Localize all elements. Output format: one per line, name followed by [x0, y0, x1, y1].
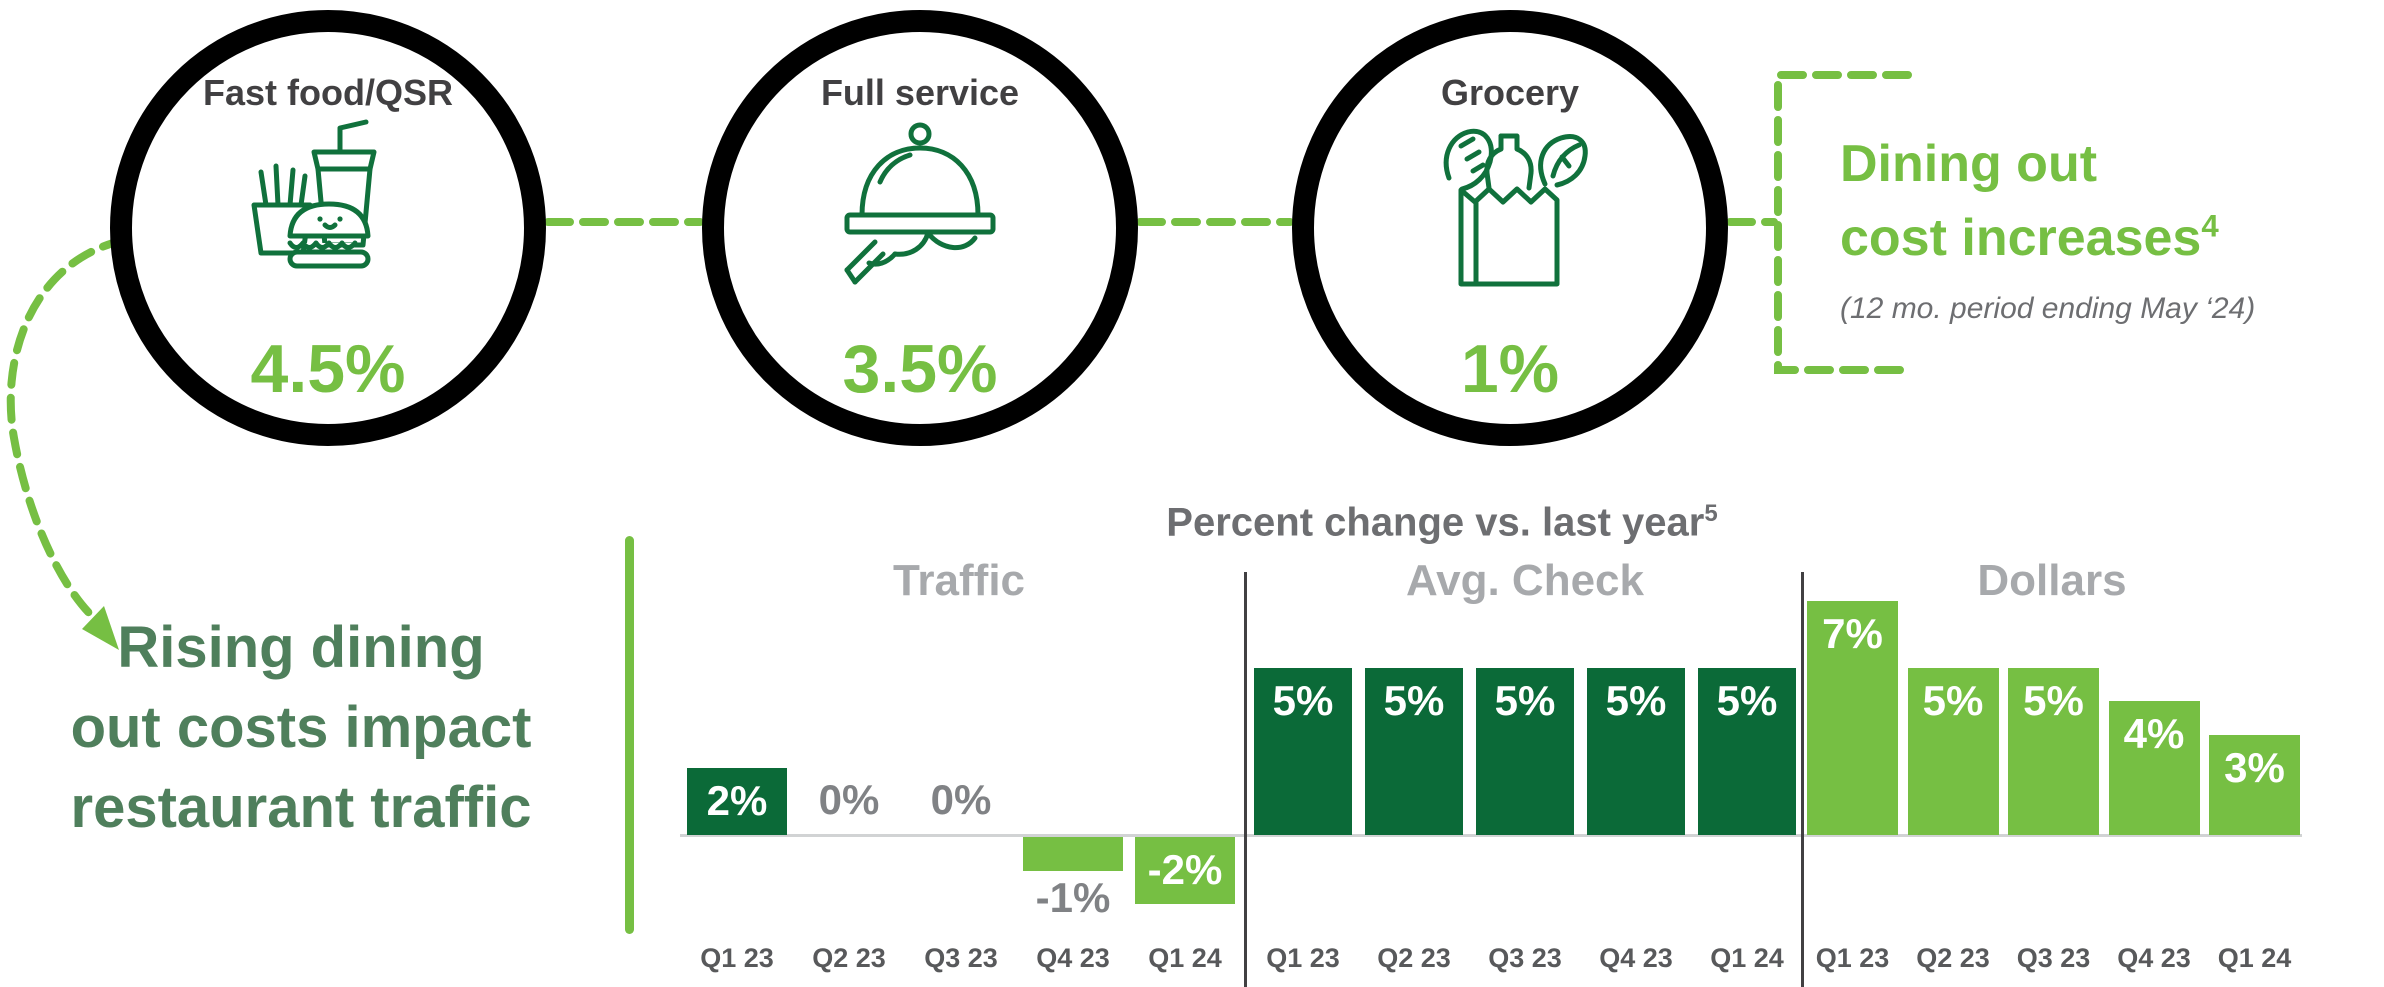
bar — [1476, 667, 1574, 835]
bar — [1023, 837, 1123, 871]
bar-category-label: Q1 24 — [1148, 943, 1222, 973]
bar-value-label: -1% — [1035, 873, 1111, 921]
bar-category-label: Q1 23 — [700, 943, 774, 973]
fast-food-icon — [132, 112, 524, 302]
group-header-dollars: Dollars — [1977, 556, 2127, 605]
bar-category-label: Q2 23 — [1377, 943, 1451, 973]
stat-circle-grocery: Grocery 1% — [1292, 10, 1728, 446]
callout-line-1: Dining out — [1840, 135, 2098, 193]
bar-category-label: Q2 23 — [1916, 943, 1990, 973]
chart-title-text: Percent change vs. last year — [1166, 500, 1705, 545]
circle-value: 4.5% — [250, 331, 406, 407]
bar-value-label: 3% — [2224, 743, 2285, 791]
left-note-line: Rising dining — [117, 615, 485, 680]
bar — [1907, 667, 1999, 835]
bar — [1365, 667, 1463, 835]
circle-value: 1% — [1460, 331, 1560, 407]
bar-category-label: Q4 23 — [1599, 943, 1673, 973]
group-header-traffic: Traffic — [892, 556, 1026, 605]
bar-value-label: 5% — [1605, 676, 1667, 724]
bar — [2008, 667, 2099, 835]
bar-category-label: Q1 23 — [1815, 943, 1890, 973]
bar-category-label: Q1 24 — [1710, 943, 1784, 973]
grocery-bag-icon — [1314, 112, 1706, 302]
bar-category-label: Q4 23 — [1036, 943, 1110, 973]
bar-value-label: 2% — [706, 777, 768, 824]
bar-value-label: 7% — [1822, 609, 1883, 657]
bar-category-label: Q1 24 — [2217, 943, 2292, 973]
callout-subtitle: (12 mo. period ending May ‘24) — [1840, 292, 2256, 325]
left-note: Rising dining out costs impact restauran… — [18, 608, 584, 848]
bar-category-label: Q4 23 — [2117, 943, 2191, 973]
bar-category-label: Q3 23 — [2016, 943, 2091, 973]
group-header-avg-check: Avg. Check — [1405, 556, 1644, 605]
bar — [1698, 667, 1796, 835]
bar-category-label: Q1 23 — [1266, 943, 1340, 973]
bar-value-label: 5% — [1494, 676, 1556, 724]
bar — [1587, 667, 1685, 835]
chart-baseline — [680, 834, 2302, 837]
bar-category-label: Q3 23 — [924, 943, 998, 973]
circle-label: Full service — [820, 72, 1020, 113]
bar — [1254, 667, 1352, 835]
bar-value-label: 5% — [1716, 676, 1778, 724]
bar-category-label: Q3 23 — [1488, 943, 1562, 973]
bar-value-label: 5% — [1383, 676, 1445, 724]
bar — [1135, 837, 1235, 904]
callout-line-2: cost increases — [1840, 208, 2202, 267]
bar — [1807, 600, 1898, 835]
bar-category-label: Q2 23 — [812, 943, 886, 973]
bar — [687, 768, 787, 835]
bar-value-label: 5% — [1272, 676, 1334, 724]
chart-accent-line — [625, 536, 634, 934]
bar — [2108, 701, 2200, 835]
group-divider-1 — [1244, 572, 1247, 987]
circle-label: Grocery — [1440, 72, 1580, 113]
curved-dashed-arrow — [6, 236, 128, 620]
bar — [2209, 734, 2300, 835]
stat-circle-full-service: Full service 3.5% — [702, 10, 1138, 446]
callout-footnote-marker: 4 — [2201, 208, 2219, 244]
stat-circle-fast-food: Fast food/QSR 4.5% — [110, 10, 546, 446]
bar-value-label: 4% — [2123, 710, 2185, 757]
left-note-line: restaurant traffic — [70, 775, 532, 840]
group-divider-2 — [1801, 572, 1804, 987]
circle-value: 3.5% — [842, 331, 998, 407]
bar-value-label: 0% — [818, 776, 880, 823]
bar-value-label: 0% — [930, 776, 992, 823]
left-note-line: out costs impact — [70, 695, 532, 760]
bar-value-label: -2% — [1147, 845, 1223, 893]
serving-cloche-icon — [724, 112, 1116, 297]
bar-value-label: 5% — [1922, 676, 1984, 724]
bar-value-label: 5% — [2023, 676, 2084, 724]
chart-title-footnote-marker: 5 — [1704, 500, 1718, 527]
callout-title: Dining out cost increases4 — [1840, 128, 2219, 276]
circle-label: Fast food/QSR — [203, 72, 453, 113]
chart-title: Percent change vs. last year5 — [1042, 500, 1842, 545]
